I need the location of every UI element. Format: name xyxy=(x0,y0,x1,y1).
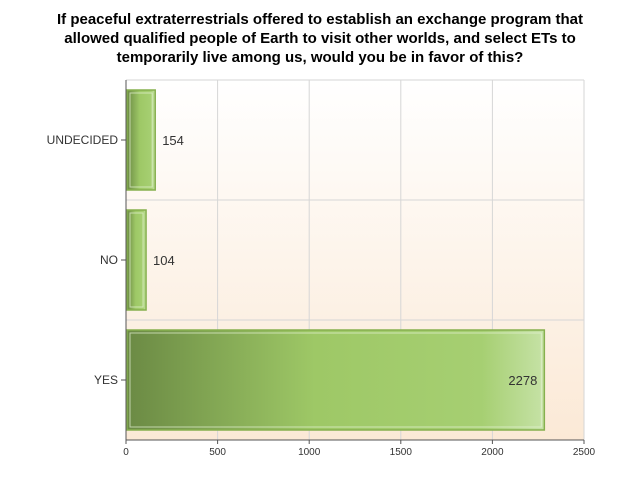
bar-yes xyxy=(126,329,546,431)
y-tick-label-no: NO xyxy=(100,253,118,267)
chart-title-line-1: If peaceful extraterrestrials offered to… xyxy=(57,11,583,28)
chart-title: If peaceful extraterrestrials offered to… xyxy=(0,10,640,67)
chart-title-line-2: allowed qualified people of Earth to vis… xyxy=(64,30,576,47)
bar-highlight-undecided xyxy=(129,92,153,188)
data-label-no: 104 xyxy=(153,253,175,268)
bar-undecided xyxy=(126,89,156,191)
x-tick-label-2500: 2500 xyxy=(573,447,596,458)
x-tick-label-1000: 1000 xyxy=(298,447,321,458)
bar-no xyxy=(126,209,147,311)
x-tick-label-0: 0 xyxy=(123,447,129,458)
chart-title-line-3: temporarily live among us, would you be … xyxy=(116,49,524,66)
bar-highlight-yes xyxy=(129,332,542,428)
data-label-undecided: 154 xyxy=(162,133,184,148)
data-label-yes: 2278 xyxy=(508,373,537,388)
x-tick-label-500: 500 xyxy=(209,447,226,458)
y-tick-label-yes: YES xyxy=(94,373,118,387)
x-tick-label-2000: 2000 xyxy=(481,447,504,458)
bar-highlight-no xyxy=(129,212,144,308)
x-tick-label-1500: 1500 xyxy=(390,447,413,458)
y-tick-label-undecided: UNDECIDED xyxy=(47,133,119,147)
